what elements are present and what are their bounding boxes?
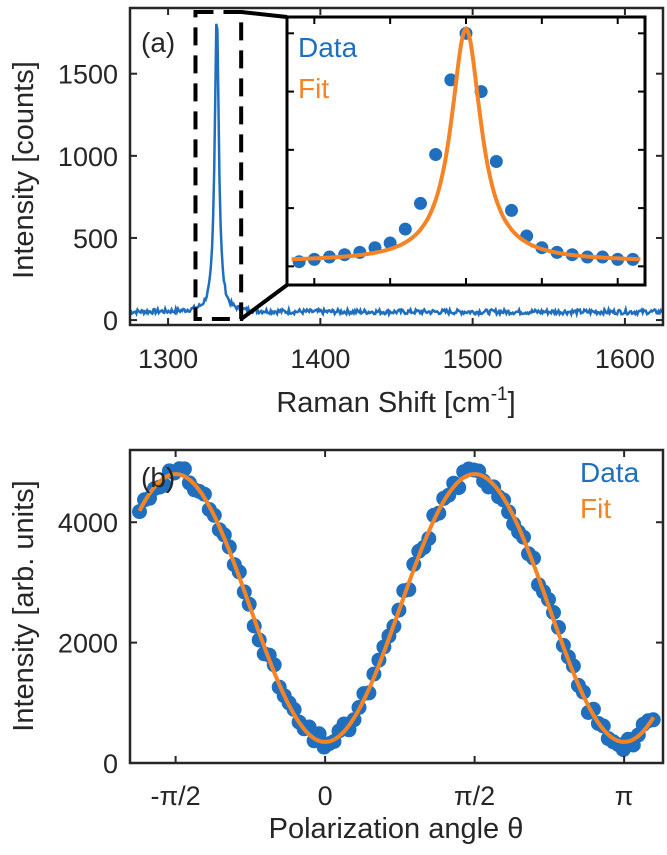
panel-b-ylabel: Intensity [arb. units]	[8, 480, 40, 731]
panel-a-frame	[128, 6, 665, 327]
x-tick-label: π/2	[454, 781, 495, 811]
x-tick-label: 1500	[443, 344, 503, 374]
panel-a-traces	[129, 23, 664, 319]
y-tick-label: 1000	[58, 142, 118, 172]
inset-ticks	[287, 17, 645, 285]
panel-a-ylabel: Intensity [counts]	[8, 61, 40, 279]
panel-b-label: (b)	[141, 462, 175, 493]
inset-data-point	[413, 196, 427, 210]
panel-b-frame	[128, 448, 665, 765]
zoom-box	[193, 10, 244, 321]
x-tick-label: 1300	[138, 344, 198, 374]
panel-b-ticks: -π/2 0 π/2 π 0 2000 4000	[58, 450, 663, 811]
inset-data-point	[429, 147, 443, 161]
x-tick-label: -π/2	[151, 781, 201, 811]
panel-a-xlabel: Raman Shift [cm-1]	[276, 384, 515, 419]
x-tick-label: 0	[318, 781, 333, 811]
panel-b-xlabel: Polarization angle θ	[269, 813, 524, 845]
inset-plot: Data Fit	[285, 15, 647, 287]
inset-data-point	[505, 203, 519, 217]
inset-legend-fit: Fit	[298, 73, 329, 104]
panel-b-legend-fit: Fit	[580, 493, 611, 524]
y-tick-label: 1500	[58, 60, 118, 90]
y-tick-label: 0	[103, 749, 118, 779]
y-tick-label: 0	[103, 306, 118, 336]
zoom-connector-bottom	[239, 283, 289, 321]
spectrum-line	[129, 23, 664, 319]
data-point	[176, 461, 192, 477]
inset-frame	[285, 15, 647, 287]
panel-b: -π/2 0 π/2 π 0 2000 4000 (b) Data Fit Polariza…	[8, 448, 665, 845]
panel-a-label: (a)	[141, 27, 175, 58]
panel-a-ticks: 1300 1400 1500 1600 0 500 1000 1500	[58, 8, 663, 374]
panel-b-fit-line	[137, 472, 656, 744]
zoom-connector-top	[240, 10, 288, 19]
y-tick-label: 2000	[58, 629, 118, 659]
y-tick-label: 4000	[58, 508, 118, 538]
x-tick-label: 1600	[595, 344, 655, 374]
inset-legend-data: Data	[298, 32, 358, 63]
panel-a: Data Fit 1300 1400 1500 1600 0 500 1000 1500 (a…	[8, 6, 665, 419]
inset-data-point	[398, 222, 412, 236]
inset-data-point	[489, 154, 503, 168]
x-tick-label: 1400	[290, 344, 350, 374]
inset-fit-line	[291, 25, 641, 262]
y-tick-label: 500	[73, 224, 118, 254]
panel-b-legend-data: Data	[580, 457, 640, 488]
x-tick-label: π	[615, 781, 634, 811]
